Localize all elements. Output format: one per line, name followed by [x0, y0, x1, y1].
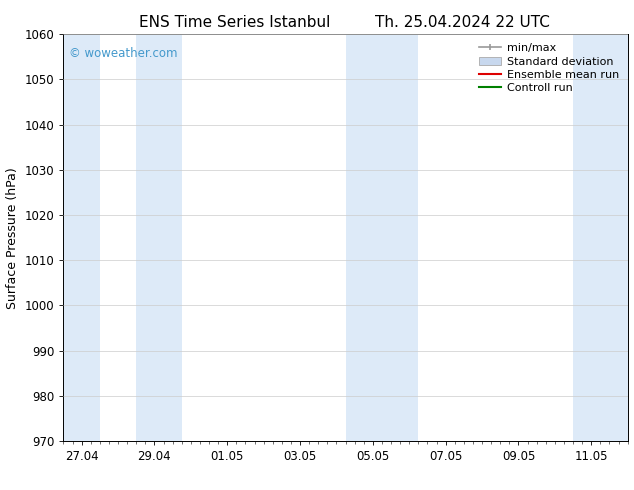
Bar	[136, 34, 182, 441]
Y-axis label: Surface Pressure (hPa): Surface Pressure (hPa)	[6, 167, 19, 309]
Bar	[63, 34, 100, 441]
Text: Th. 25.04.2024 22 UTC: Th. 25.04.2024 22 UTC	[375, 15, 550, 30]
Bar	[573, 34, 628, 441]
Legend: min/max, Standard deviation, Ensemble mean run, Controll run: min/max, Standard deviation, Ensemble me…	[476, 40, 622, 97]
Bar	[346, 34, 418, 441]
Text: ENS Time Series Istanbul: ENS Time Series Istanbul	[139, 15, 330, 30]
Text: © woweather.com: © woweather.com	[69, 47, 178, 59]
